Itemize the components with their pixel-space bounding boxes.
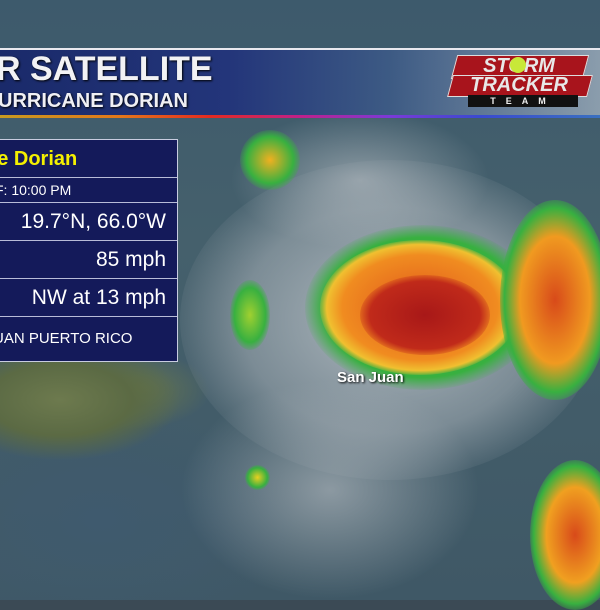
storm-tracker-logo: STORM TRACKER TEAM — [447, 55, 593, 107]
rainband-north — [240, 130, 300, 190]
storm-reference-place: UAN PUERTO RICO — [0, 330, 133, 347]
advisory-time: F: 10:00 PM — [0, 178, 177, 203]
storm-info-panel: ne Dorian F: 10:00 PM 19.7°N, 66.0°W 85 … — [0, 139, 178, 362]
hurricane-core — [360, 275, 490, 355]
page-subtitle: URRICANE DORIAN — [0, 90, 188, 112]
rainband-south — [245, 465, 270, 490]
city-label-san-juan: San Juan — [337, 369, 404, 386]
color-stripe — [0, 115, 600, 118]
cloud-field — [180, 380, 480, 600]
storm-name: ne Dorian — [0, 140, 177, 178]
rainband-southeast — [530, 460, 600, 610]
rainband-east — [500, 200, 600, 400]
hurricane-icon — [510, 57, 526, 73]
storm-location: 19.7°N, 66.0°W — [0, 203, 177, 241]
page-title: R SATELLITE — [0, 50, 213, 88]
rainband-west — [230, 280, 270, 350]
storm-movement: NW at 13 mph — [0, 279, 177, 317]
max-wind: 85 mph — [0, 241, 177, 279]
